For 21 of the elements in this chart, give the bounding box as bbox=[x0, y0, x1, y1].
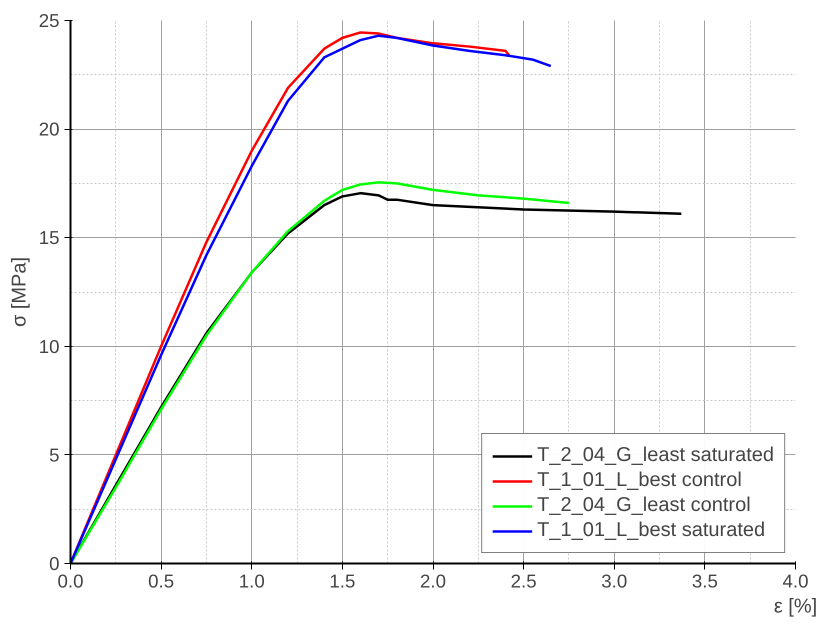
y-tick-label: 0 bbox=[49, 553, 60, 574]
x-tick-label: 3.0 bbox=[601, 570, 628, 592]
legend-label: T_2_04_G_least control bbox=[537, 494, 751, 517]
legend-label: T_1_01_L_best control bbox=[537, 469, 742, 492]
y-axis-title: σ [MPa] bbox=[8, 256, 31, 328]
x-tick-label: 1.0 bbox=[238, 570, 265, 592]
y-tick-label: 20 bbox=[38, 118, 60, 140]
x-tick-label: 4.0 bbox=[782, 570, 808, 592]
y-tick-label: 5 bbox=[49, 444, 60, 466]
x-axis-title: ε [%] bbox=[774, 596, 818, 618]
y-tick-label: 15 bbox=[38, 227, 60, 248]
x-tick-label: 2.0 bbox=[420, 570, 446, 592]
y-tick-label: 10 bbox=[38, 336, 60, 357]
legend-label: T_1_01_L_best saturated bbox=[537, 519, 766, 542]
legend-label: T_2_04_G_least saturated bbox=[537, 444, 774, 467]
y-tick-label: 25 bbox=[38, 10, 60, 31]
x-tick-label: 2.5 bbox=[510, 570, 537, 592]
x-tick-label: 1.5 bbox=[329, 570, 356, 592]
x-tick-label: 0.0 bbox=[58, 570, 84, 592]
x-tick-label: 3.5 bbox=[692, 570, 718, 592]
x-tick-label: 0.5 bbox=[148, 570, 174, 592]
